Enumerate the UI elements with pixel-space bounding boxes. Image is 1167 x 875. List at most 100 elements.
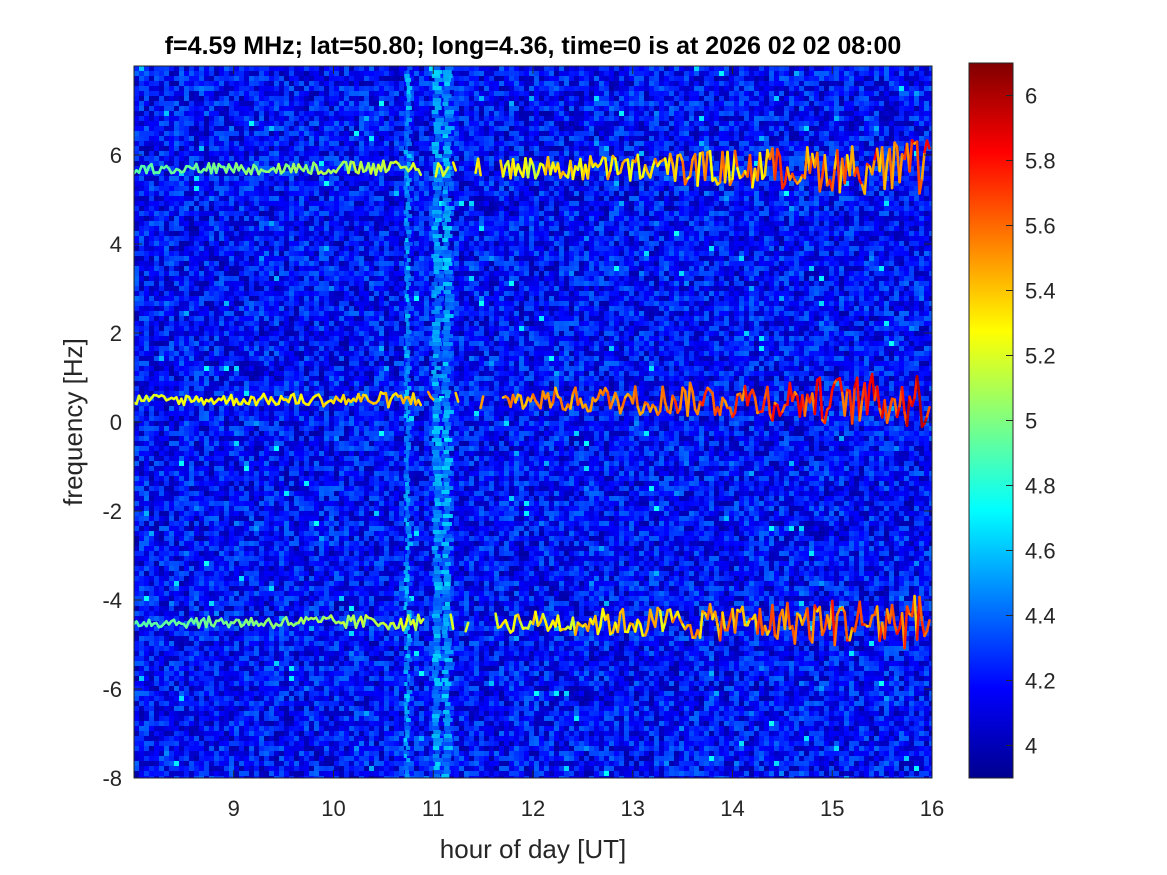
noise-cell: [219, 151, 224, 156]
noise-cell: [819, 66, 824, 71]
noise-cell: [834, 86, 839, 91]
noise-cell: [634, 211, 639, 216]
noise-cell: [449, 121, 454, 126]
noise-cell: [834, 181, 839, 186]
noise-cell: [479, 196, 484, 201]
noise-cell: [504, 156, 509, 161]
noise-cell: [374, 176, 379, 181]
noise-cell: [619, 186, 624, 191]
noise-cell: [659, 161, 664, 166]
noise-cell: [614, 116, 619, 121]
noise-cell: [534, 86, 539, 91]
noise-cell: [239, 71, 244, 76]
noise-cell: [459, 211, 464, 216]
noise-cell: [289, 221, 294, 226]
noise-cell: [274, 206, 279, 211]
noise-cell: [904, 106, 909, 111]
noise-cell: [489, 131, 494, 136]
noise-cell: [784, 131, 789, 136]
noise-cell: [214, 91, 219, 96]
noise-cell: [579, 141, 584, 146]
noise-cell: [299, 181, 304, 186]
noise-cell: [164, 136, 169, 141]
noise-cell: [734, 116, 739, 121]
noise-cell: [269, 181, 274, 186]
noise-cell: [414, 206, 419, 211]
noise-cell: [584, 156, 589, 161]
noise-cell: [659, 216, 664, 221]
noise-cell: [689, 201, 694, 206]
noise-cell: [649, 111, 654, 116]
noise-cell: [619, 111, 624, 116]
noise-cell: [424, 131, 429, 136]
noise-cell: [704, 186, 709, 191]
noise-cell: [554, 121, 559, 126]
noise-cell: [629, 186, 634, 191]
noise-cell: [674, 141, 679, 146]
noise-cell: [819, 211, 824, 216]
noise-cell: [719, 111, 724, 116]
noise-cell: [144, 216, 149, 221]
noise-cell: [399, 161, 404, 166]
noise-cell: [249, 211, 254, 216]
noise-cell: [799, 111, 804, 116]
noise-cell: [454, 176, 459, 181]
noise-cell: [384, 121, 389, 126]
noise-cell: [724, 121, 729, 126]
noise-cell: [709, 86, 714, 91]
noise-cell: [634, 186, 639, 191]
noise-cell: [639, 186, 644, 191]
noise-cell: [384, 111, 389, 116]
noise-cell: [914, 166, 919, 171]
noise-cell: [189, 116, 194, 121]
noise-cell: [629, 111, 634, 116]
noise-cell: [204, 106, 209, 111]
noise-cell: [309, 216, 314, 221]
noise-cell: [659, 186, 664, 191]
noise-cell: [894, 211, 899, 216]
noise-cell: [864, 76, 869, 81]
noise-cell: [399, 86, 404, 91]
noise-cell: [179, 151, 184, 156]
noise-cell: [159, 201, 164, 206]
noise-cell: [364, 111, 369, 116]
noise-cell: [919, 126, 924, 131]
noise-cell: [659, 206, 664, 211]
noise-cell: [569, 181, 574, 186]
noise-cell: [334, 211, 339, 216]
noise-cell: [884, 201, 889, 206]
noise-cell: [624, 196, 629, 201]
noise-cell: [839, 146, 844, 151]
noise-cell: [499, 66, 504, 71]
noise-cell: [779, 121, 784, 126]
noise-cell: [264, 161, 269, 166]
noise-cell: [164, 221, 169, 226]
noise-cell: [144, 206, 149, 211]
noise-cell: [654, 106, 659, 111]
noise-cell: [484, 156, 489, 161]
noise-cell: [144, 91, 149, 96]
noise-cell: [764, 126, 769, 131]
noise-cell: [484, 166, 489, 171]
noise-cell: [554, 206, 559, 211]
noise-cell: [174, 161, 179, 166]
noise-cell: [894, 186, 899, 191]
noise-cell: [349, 166, 354, 171]
noise-cell: [214, 121, 219, 126]
noise-cell: [559, 121, 564, 126]
noise-cell: [494, 66, 499, 71]
noise-cell: [609, 116, 614, 121]
noise-cell: [644, 211, 649, 216]
noise-cell: [654, 131, 659, 136]
noise-cell: [389, 86, 394, 91]
noise-cell: [299, 96, 304, 101]
noise-cell: [714, 211, 719, 216]
noise-cell: [304, 156, 309, 161]
noise-cell: [164, 151, 169, 156]
noise-cell: [384, 126, 389, 131]
noise-cell: [624, 176, 629, 181]
noise-cell: [684, 71, 689, 76]
noise-cell: [714, 101, 719, 106]
noise-cell: [874, 186, 879, 191]
noise-cell: [854, 116, 859, 121]
